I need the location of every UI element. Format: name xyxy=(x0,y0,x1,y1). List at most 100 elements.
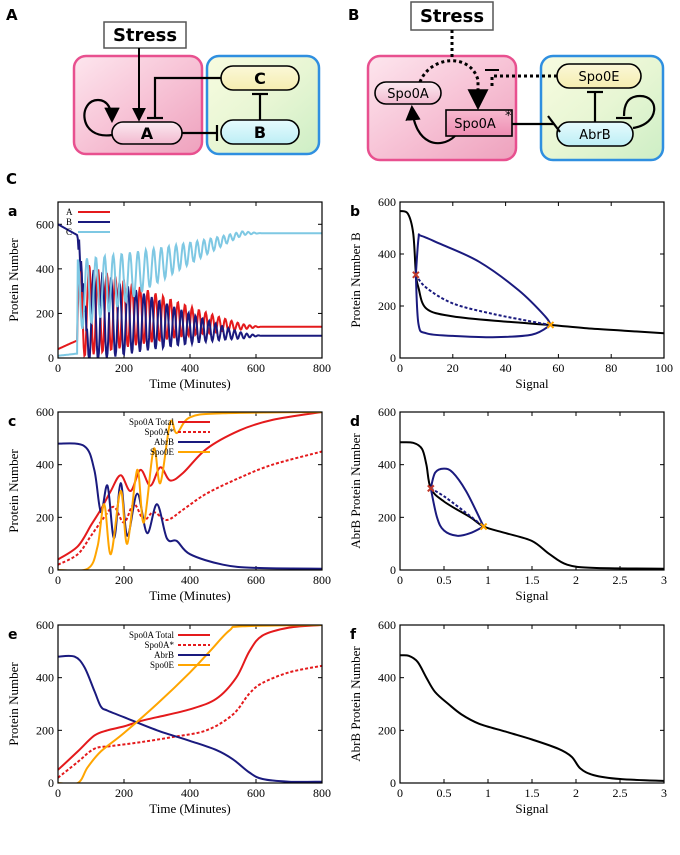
legend-label: Spo0A* xyxy=(144,640,174,650)
plot-frame xyxy=(399,201,665,359)
y-tick-label: 0 xyxy=(48,351,54,365)
diagram-b-stress-box xyxy=(410,1,494,31)
diagram-b-node-abrb-label: AbrB xyxy=(579,128,610,143)
y-tick-label: 200 xyxy=(36,306,54,320)
y-tick-label: 600 xyxy=(36,217,54,231)
x-tick-label: 0 xyxy=(55,361,61,375)
legend-label: C xyxy=(66,227,72,237)
plot-frame xyxy=(57,624,323,784)
bifurcation-marker xyxy=(427,484,435,493)
series-line-stable-low xyxy=(400,210,664,335)
y-tick-label: 200 xyxy=(378,299,396,313)
x-tick-label: 200 xyxy=(115,361,133,375)
x-tick-label: 100 xyxy=(655,361,673,375)
panel-label-a: A xyxy=(6,6,18,24)
series-line-spo0a-total xyxy=(58,625,322,771)
diagram-b-stress-label: Stress xyxy=(420,6,484,27)
diagram-a-node-c-label: C xyxy=(254,69,266,88)
diagram-b: Stress Spo0A Spo0A * Spo0E AbrB xyxy=(366,1,665,162)
y-axis-label: Protein Number xyxy=(6,662,21,746)
y-tick-label: 0 xyxy=(390,351,396,365)
diagram-a-stress-label: Stress xyxy=(113,25,177,46)
x-axis-label: Signal xyxy=(515,801,549,816)
series-line-oscillation-max xyxy=(414,233,552,326)
x-tick-label: 0 xyxy=(397,573,403,587)
x-tick-label: 2 xyxy=(573,573,579,587)
y-tick-label: 400 xyxy=(378,247,396,261)
y-tick-label: 400 xyxy=(36,671,54,685)
bifurcation-marker xyxy=(479,522,488,531)
x-tick-label: 0.5 xyxy=(437,786,452,800)
x-tick-label: 80 xyxy=(605,361,617,375)
chart-a: a 0 200 400 600 800 0 200 400 600 Time (Minutes) Pr… xyxy=(6,201,331,391)
x-tick-label: 3 xyxy=(661,573,667,587)
x-tick-label: 0 xyxy=(397,361,403,375)
plot-frame xyxy=(57,201,323,359)
chart-d-letter: d xyxy=(350,414,360,430)
y-tick-label: 600 xyxy=(378,405,396,419)
bifurcation-marker xyxy=(412,271,420,279)
diagram-b-node-spo0a-label: Spo0A xyxy=(387,87,429,102)
y-axis-label: AbrB Protein Number xyxy=(348,646,363,762)
plot-area xyxy=(400,654,664,782)
x-tick-label: 40 xyxy=(500,361,512,375)
series-line-c xyxy=(58,230,322,357)
x-tick-label: 800 xyxy=(313,361,331,375)
y-tick-label: 600 xyxy=(378,618,396,632)
y-tick-label: 600 xyxy=(36,405,54,419)
x-tick-label: 800 xyxy=(313,786,331,800)
chart-c-letter: c xyxy=(8,414,16,430)
series-line-spo0a- xyxy=(58,664,322,779)
x-tick-label: 0 xyxy=(55,573,61,587)
diagram-a: Stress A C B xyxy=(72,21,321,156)
chart-b-letter: b xyxy=(350,204,360,220)
y-tick-label: 400 xyxy=(378,458,396,472)
series-line-unstable xyxy=(430,487,485,528)
y-axis-label: Protein Number B xyxy=(348,232,363,328)
legend-label: Spo0E xyxy=(150,660,175,670)
x-tick-label: 1 xyxy=(485,786,491,800)
legend-label: Spo0A Total xyxy=(129,630,174,640)
diagram-a-node-a-label: A xyxy=(141,124,154,143)
x-tick-label: 400 xyxy=(181,361,199,375)
y-tick-label: 0 xyxy=(48,563,54,577)
x-tick-label: 20 xyxy=(447,361,459,375)
x-axis-label: Time (Minutes) xyxy=(149,801,231,816)
diagram-b-abrb-self-loop xyxy=(622,94,656,130)
bifurcation-marker xyxy=(546,321,555,329)
y-axis-label: Protein Number xyxy=(6,238,21,322)
plot-area xyxy=(400,210,664,339)
panel-label-c: C xyxy=(6,170,17,188)
y-tick-label: 600 xyxy=(36,618,54,632)
y-axis-label: Protein Number xyxy=(6,449,21,533)
y-tick-label: 400 xyxy=(36,262,54,276)
series-line-stable xyxy=(400,441,664,570)
series-line-unstable xyxy=(414,274,551,326)
x-tick-label: 1.5 xyxy=(525,573,540,587)
series-line-oscillation-max xyxy=(429,467,485,527)
y-tick-label: 0 xyxy=(48,776,54,790)
y-axis-label: AbrB Protein Number xyxy=(348,433,363,549)
panel-label-b: B xyxy=(348,6,359,24)
x-tick-label: 0 xyxy=(397,786,403,800)
x-tick-label: 400 xyxy=(181,786,199,800)
x-tick-label: 1 xyxy=(485,573,491,587)
plot-frame xyxy=(57,411,323,571)
legend-label: AbrB xyxy=(154,437,174,447)
y-tick-label: 0 xyxy=(390,776,396,790)
plot-frame xyxy=(399,411,665,571)
y-tick-label: 200 xyxy=(36,510,54,524)
series-line-oscillation-min xyxy=(414,274,552,339)
series-line-abrb xyxy=(58,654,322,783)
chart-f-letter: f xyxy=(350,627,357,643)
y-tick-label: 200 xyxy=(36,723,54,737)
x-tick-label: 1.5 xyxy=(525,786,540,800)
chart-b: b 0 20 40 60 80 100 0 200 400 600 Signal Protein Num… xyxy=(348,195,673,391)
diagram-a-stress-box xyxy=(103,21,187,49)
x-tick-label: 400 xyxy=(181,573,199,587)
y-tick-label: 200 xyxy=(378,723,396,737)
legend-label: Spo0A Total xyxy=(129,417,174,427)
x-tick-label: 200 xyxy=(115,573,133,587)
diagram-b-phosphorylation-arc xyxy=(418,59,489,111)
y-tick-label: 400 xyxy=(36,458,54,472)
